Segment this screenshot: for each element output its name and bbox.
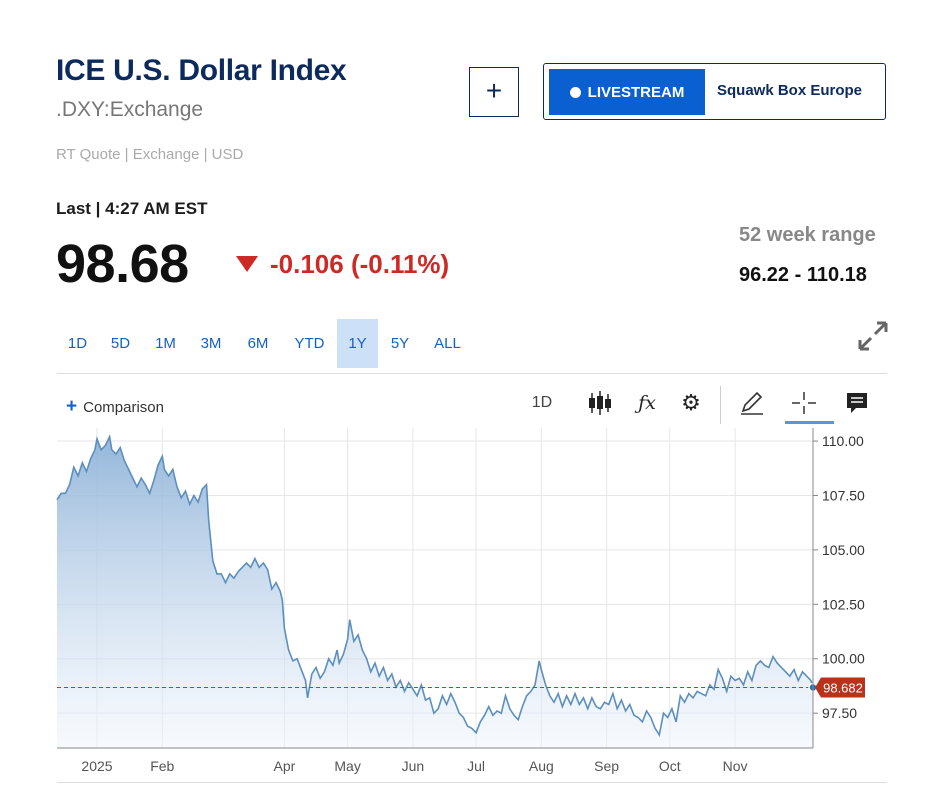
y-tick-label: 97.50 [822, 705, 857, 721]
tab-5d[interactable]: 5D [110, 335, 131, 352]
candlestick-icon[interactable] [585, 389, 615, 417]
x-tick-label: May [334, 758, 360, 774]
y-tick-label: 100.00 [822, 651, 865, 667]
last-trade-time: Last | 4:27 AM EST [56, 199, 208, 218]
livestream-widget: LIVESTREAM Squawk Box Europe [543, 63, 886, 120]
livestream-button[interactable]: LIVESTREAM [549, 69, 705, 115]
x-tick-label: 2025 [81, 758, 112, 774]
y-tick-label: 110.00 [822, 433, 864, 449]
comparison-button[interactable]: + Comparison [66, 396, 164, 418]
plus-icon: + [66, 396, 78, 417]
divider [57, 782, 887, 783]
settings-gear-icon[interactable]: ⚙ [681, 390, 701, 415]
live-dot-icon [569, 86, 581, 98]
y-tick-label: 107.50 [822, 487, 865, 503]
x-tick-label: Oct [659, 758, 681, 774]
toolbar-divider [720, 386, 721, 424]
show-name-link[interactable]: Squawk Box Europe [717, 82, 863, 99]
comment-icon[interactable] [842, 389, 872, 417]
x-tick-label: Sep [594, 758, 619, 774]
livestream-label: LIVESTREAM [587, 83, 685, 101]
y-tick-label: 105.00 [822, 542, 865, 558]
add-to-watchlist-button[interactable]: + [469, 67, 519, 117]
comparison-label: Comparison [83, 399, 164, 416]
tab-1m[interactable]: 1M [155, 335, 176, 352]
page-title: ICE U.S. Dollar Index [56, 54, 347, 87]
x-tick-label: Apr [274, 758, 296, 774]
x-tick-label: Jun [402, 758, 425, 774]
range-label: 52 week range [739, 224, 876, 246]
tab-1d[interactable]: 1D [67, 335, 88, 352]
studies-fx-icon[interactable]: ƒx [638, 392, 656, 414]
divider [57, 373, 887, 374]
tab-6m[interactable]: 6M [247, 335, 269, 352]
price-chart[interactable]: 110.00 107.50 105.00 102.50 100.00 97.50 2025 F… [0, 428, 927, 778]
crosshair-icon[interactable] [789, 389, 819, 417]
ticker-symbol: .DXY:Exchange [56, 98, 204, 121]
price-line [56, 434, 814, 738]
x-tick-label: Aug [529, 758, 554, 774]
tab-3m[interactable]: 3M [200, 335, 222, 352]
tab-ytd[interactable]: YTD [294, 335, 325, 352]
x-tick-label: Feb [150, 758, 174, 774]
time-range-tabs: 1D 5D 1M 3M 6M YTD 1Y 5Y ALL [57, 319, 473, 368]
interval-selector[interactable]: 1D [531, 394, 553, 411]
range-value: 96.22 - 110.18 [739, 264, 867, 286]
tab-5y[interactable]: 5Y [390, 335, 410, 352]
last-price: 98.68 [56, 234, 189, 294]
last-price-tag [815, 677, 865, 698]
tab-1y[interactable]: 1Y [337, 319, 378, 368]
tab-all[interactable]: ALL [434, 335, 461, 352]
price-area [57, 436, 813, 748]
expand-icon[interactable] [857, 320, 889, 352]
down-arrow-icon [236, 256, 258, 272]
active-tool-indicator [785, 421, 834, 424]
last-price-tag-label: 98.682 [823, 680, 863, 695]
y-tick-label: 102.50 [822, 596, 865, 612]
quote-meta: RT Quote | Exchange | USD [56, 146, 244, 163]
x-tick-label: Nov [723, 758, 748, 774]
x-tick-label: Jul [467, 758, 485, 774]
draw-pencil-icon[interactable] [737, 389, 767, 417]
price-change: -0.106 (-0.11%) [270, 249, 450, 279]
